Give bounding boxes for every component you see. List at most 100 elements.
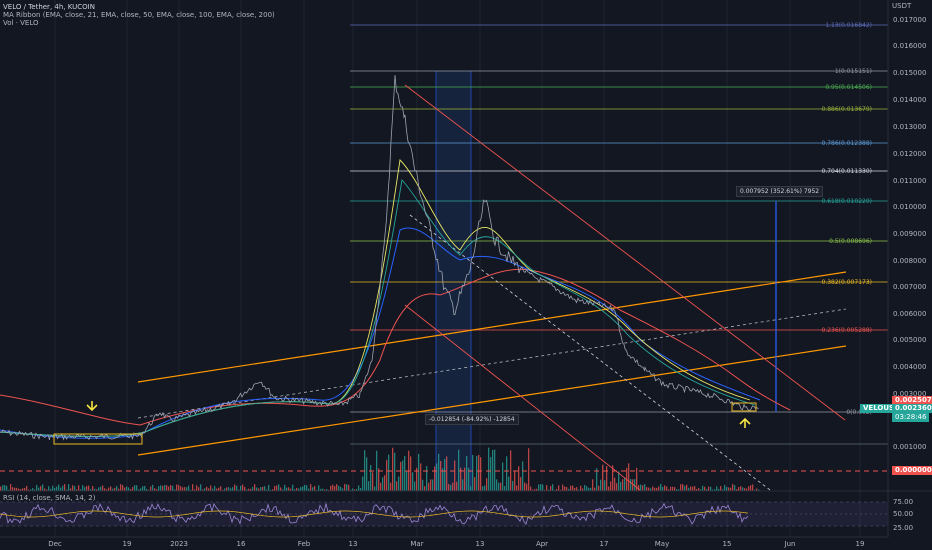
price-tick: 0.004000 [893, 363, 926, 371]
volume-bar [260, 487, 262, 491]
volume-bar [662, 486, 664, 491]
volume-bar [440, 461, 442, 491]
volume-bar [44, 488, 46, 491]
volume-bar [62, 485, 64, 491]
volume-bar [754, 489, 756, 491]
countdown-tag: 03:28:46 [892, 413, 930, 422]
volume-bar [544, 489, 546, 491]
fib-level-label: 0.618(0.010220) [822, 198, 873, 205]
volume-bar [670, 486, 672, 491]
volume-bar [578, 489, 580, 491]
volume-bar [316, 489, 318, 491]
volume-bar [472, 455, 474, 491]
volume-bar [586, 486, 588, 491]
time-tick: 19 [123, 540, 132, 548]
volume-bar [600, 479, 602, 491]
volume-bar [198, 487, 200, 491]
volume-bar [606, 465, 608, 491]
volume-bar [192, 484, 194, 491]
volume-bar [446, 456, 448, 491]
volume-bar [580, 485, 582, 491]
volume-bar [462, 479, 464, 491]
volume-bar [90, 489, 92, 491]
volume-bar [294, 489, 296, 491]
volume-bar [414, 481, 416, 491]
volume-bar [360, 487, 362, 491]
volume-bar [322, 488, 324, 491]
volume-bar [490, 457, 492, 491]
volume-bar [420, 463, 422, 491]
volume-bar [542, 484, 544, 491]
volume-bar [284, 484, 286, 491]
volume-bar [54, 487, 56, 491]
zero-price-tag: 0.000000 [892, 466, 932, 475]
volume-bar [32, 488, 34, 491]
volume-bar [698, 488, 700, 491]
rsi-legend[interactable]: RSI (14, close, SMA, 14, 2) [3, 494, 96, 502]
volume-bar [732, 484, 734, 491]
volume-bar [36, 484, 38, 491]
volume-bar [666, 486, 668, 491]
volume-legend[interactable]: Vol · VELO [3, 19, 39, 27]
volume-bar [620, 481, 622, 491]
volume-bar [236, 485, 238, 491]
volume-bar [244, 486, 246, 491]
volume-bar [24, 487, 26, 491]
volume-bar [278, 484, 280, 491]
volume-bar [530, 486, 532, 491]
volume-bar [146, 488, 148, 491]
volume-bar [422, 479, 424, 491]
volume-bar [466, 456, 468, 491]
volume-bar [562, 484, 564, 491]
volume-bar [292, 484, 294, 491]
volume-bar [34, 489, 36, 491]
symbol-title[interactable]: VELO / Tether, 4h, KUCOIN [3, 3, 95, 11]
price-tick: 0.014000 [893, 96, 926, 104]
volume-bar [504, 486, 506, 491]
volume-bar [710, 486, 712, 491]
volume-bar [458, 449, 460, 491]
volume-bar [734, 485, 736, 491]
volume-bar [308, 488, 310, 491]
volume-bar [704, 486, 706, 491]
time-tick: 13 [476, 540, 485, 548]
rsi-tick: 25.00 [893, 524, 913, 532]
volume-bar [272, 489, 274, 491]
time-tick: Feb [298, 540, 311, 548]
volume-bar [72, 485, 74, 491]
volume-bar [648, 487, 650, 491]
volume-bar [98, 487, 100, 491]
volume-bar [674, 487, 676, 491]
volume-bar [202, 489, 204, 491]
volume-bar [154, 488, 156, 491]
volume-bar [162, 485, 164, 491]
volume-bar [150, 486, 152, 491]
volume-bar [566, 487, 568, 491]
fib-level-label: 0.786(0.012388) [822, 140, 873, 147]
volume-bar [48, 486, 50, 491]
ma-ribbon-legend[interactable]: MA Ribbon (EMA, close, 21, EMA, close, 5… [3, 11, 275, 19]
volume-bar [608, 486, 610, 491]
volume-bar [124, 487, 126, 491]
time-tick: 19 [856, 540, 865, 548]
volume-bar [258, 488, 260, 491]
volume-bar [126, 486, 128, 491]
volume-bar [118, 488, 120, 491]
volume-bar [66, 489, 68, 491]
volume-bar [700, 489, 702, 491]
volume-bar [172, 485, 174, 491]
volume-bar [492, 449, 494, 491]
volume-bar [436, 463, 438, 491]
fib-level-label: 0.382(0.007173) [822, 279, 873, 286]
volume-bar [524, 482, 526, 491]
volume-bar [484, 485, 486, 491]
volume-bar [538, 484, 540, 491]
volume-bar [438, 453, 440, 491]
volume-bar [56, 486, 58, 491]
time-tick: 13 [349, 540, 358, 548]
volume-bar [590, 487, 592, 491]
volume-bar [368, 481, 370, 491]
rsi-tick: 50.00 [893, 510, 913, 518]
volume-bar [64, 484, 66, 491]
